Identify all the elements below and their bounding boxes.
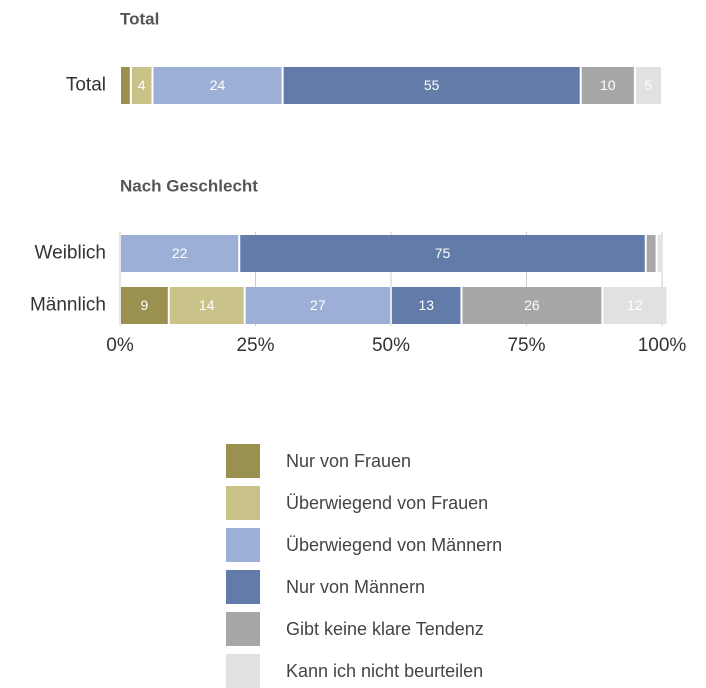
category-label: Total	[66, 75, 106, 96]
bar-segment	[462, 287, 602, 324]
x-tick-label: 50%	[372, 335, 410, 356]
legend-label: Überwiegend von Frauen	[286, 493, 488, 513]
segment-label: 26	[524, 297, 540, 313]
x-tick-label: 25%	[236, 335, 274, 356]
panel-title: Nach Geschlecht	[120, 176, 258, 195]
bar-segment	[657, 235, 661, 272]
x-tick-label: 75%	[507, 335, 545, 356]
bar-segment	[245, 287, 390, 324]
legend-swatch	[226, 486, 260, 520]
x-tick-label: 0%	[106, 335, 134, 356]
legend-label: Gibt keine klare Tendenz	[286, 619, 484, 639]
bar-segment	[121, 67, 130, 104]
bar-segment	[283, 67, 580, 104]
segment-label: 22	[172, 245, 188, 261]
legend-swatch	[226, 570, 260, 604]
segment-label: 9	[140, 297, 148, 313]
panel-title: Total	[120, 9, 159, 28]
segment-label: 4	[138, 77, 146, 93]
legend-swatch	[226, 444, 260, 478]
bar-segment	[153, 67, 282, 104]
legend-label: Überwiegend von Männern	[286, 535, 502, 555]
bar-segment	[646, 235, 656, 272]
segment-label: 27	[310, 297, 326, 313]
bar-segment	[581, 67, 634, 104]
segment-label: 55	[424, 77, 440, 93]
bar-segment	[392, 287, 461, 324]
segment-label: 13	[418, 297, 434, 313]
segment-label: 24	[210, 77, 226, 93]
bar-segment	[169, 287, 244, 324]
segment-label: 75	[435, 245, 451, 261]
segment-label: 5	[645, 77, 653, 93]
legend-swatch	[226, 612, 260, 646]
legend-swatch	[226, 528, 260, 562]
segment-label: 12	[627, 297, 643, 313]
category-label: Männlich	[30, 295, 106, 316]
category-label: Weiblich	[35, 243, 106, 264]
bar-segment	[603, 287, 667, 324]
legend-label: Nur von Frauen	[286, 451, 411, 471]
bar-segment	[121, 287, 168, 324]
legend-label: Kann ich nicht beurteilen	[286, 661, 483, 681]
segment-label: 10	[600, 77, 616, 93]
bar-segment	[131, 67, 152, 104]
x-tick-label: 100%	[638, 335, 687, 356]
bar-segment	[635, 67, 661, 104]
legend-swatch	[226, 654, 260, 688]
segment-label: 14	[199, 297, 215, 313]
legend-label: Nur von Männern	[286, 577, 425, 597]
bar-segment	[240, 235, 645, 272]
bar-segment	[121, 235, 239, 272]
